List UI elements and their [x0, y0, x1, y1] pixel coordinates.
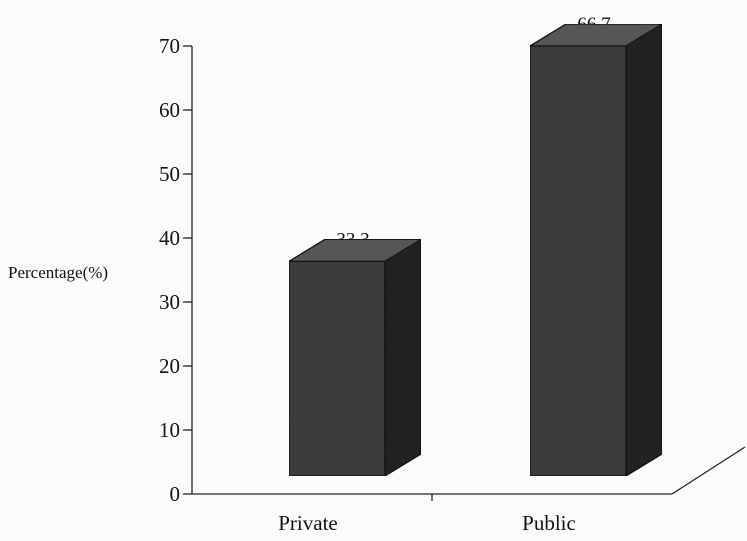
labels: 33.3Private66.7Public	[278, 14, 665, 535]
bar-side-face	[384, 238, 422, 478]
y-tick-label: 50	[159, 162, 180, 186]
y-tick-label: 40	[159, 226, 180, 250]
y-tick-label: 70	[159, 34, 180, 58]
bar-top-face-overlay	[286, 238, 424, 262]
bar-front-face	[529, 45, 627, 477]
y-axis-title: Percentage(%)	[8, 263, 108, 282]
x-category-label: Public	[522, 511, 576, 535]
y-tick-label: 0	[170, 482, 181, 506]
bar-side-face	[625, 22, 663, 478]
y-tick-label: 30	[159, 290, 180, 314]
bar-top-face-overlay	[527, 23, 665, 47]
x-category-label: Private	[278, 511, 337, 535]
bar-front-face	[288, 260, 386, 477]
y-tick-label: 20	[159, 354, 180, 378]
y-tick-label: 10	[159, 418, 180, 442]
y-tick-label: 60	[159, 98, 180, 122]
floor-edge-line	[671, 446, 746, 495]
bar-private	[286, 238, 424, 478]
axes	[191, 46, 746, 501]
bar-public	[527, 22, 665, 478]
y-axis-ticks: 0 10 20 30 40 50 60 70	[159, 34, 192, 506]
